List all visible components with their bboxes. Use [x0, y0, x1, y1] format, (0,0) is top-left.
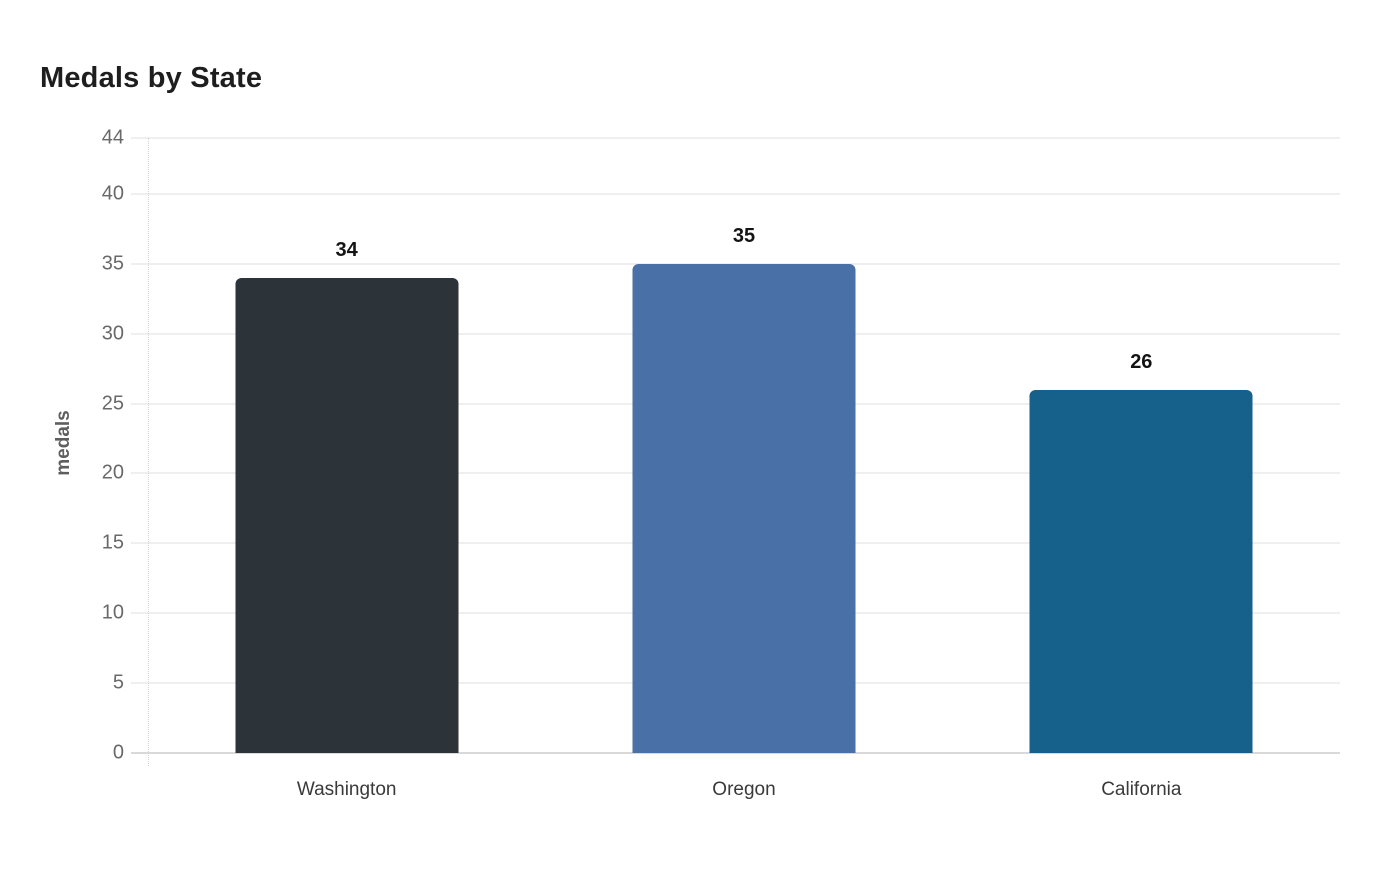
gridline — [131, 192, 1340, 195]
chart-title: Medals by State — [40, 62, 263, 94]
gridline — [131, 752, 1340, 754]
y-tick-label: 35 — [101, 252, 124, 275]
bar-value-label: 26 — [1130, 350, 1153, 373]
bar-california[interactable] — [1029, 389, 1253, 753]
bar-value-label: 35 — [732, 224, 756, 247]
y-tick-label: 40 — [101, 182, 124, 205]
bar-slot: 26 California — [943, 138, 1340, 800]
y-tick-label: 20 — [101, 461, 124, 484]
y-tick-label: 44 — [101, 126, 124, 149]
y-tick-label: 30 — [101, 322, 124, 345]
y-tick-label: 15 — [101, 531, 124, 554]
y-tick-label: 5 — [112, 671, 124, 694]
y-axis-title: medals — [53, 410, 74, 476]
plot-area: 0 5 10 15 20 25 30 35 40 44 34 Washington 35 Oregon 2… — [102, 127, 1340, 800]
y-tick-label: 25 — [101, 392, 124, 415]
bar-value-label: 34 — [335, 238, 358, 261]
x-category-label: California — [1101, 779, 1182, 800]
y-axis-line — [148, 138, 149, 766]
x-category-label: Oregon — [712, 779, 776, 800]
y-tick-label: 10 — [101, 601, 124, 624]
bar-oregon[interactable] — [632, 263, 856, 753]
x-category-label: Washington — [296, 779, 397, 800]
bar-slot: 35 Oregon — [545, 138, 942, 800]
y-tick-label: 0 — [112, 741, 124, 764]
gridline — [131, 262, 1340, 265]
bar-slot: 34 Washington — [148, 138, 545, 800]
bar-washington[interactable] — [235, 277, 459, 753]
gridline — [131, 137, 1340, 139]
